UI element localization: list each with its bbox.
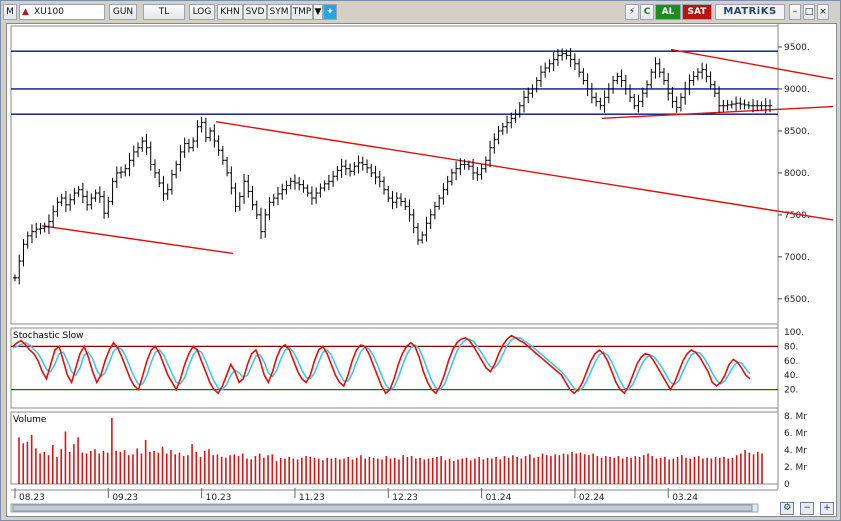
log-scale-button[interactable]: LOG	[189, 4, 215, 20]
stoch-tick-label: 40.	[784, 371, 798, 381]
stoch-tick-label: 60.	[784, 357, 798, 367]
price-tick-label: 9500.	[784, 43, 810, 53]
x-tick-label: 03.24	[672, 493, 698, 503]
stoch-tick-label: 80.	[784, 342, 798, 352]
stoch-panel-frame	[10, 327, 779, 409]
lightning-icon[interactable]: ⚡	[625, 4, 639, 20]
x-tick-label: 12.23	[392, 493, 418, 503]
trend-line	[41, 225, 234, 255]
x-tick-label: 11.23	[299, 493, 325, 503]
symbol-text: XU100	[34, 7, 64, 17]
x-tick-label: 02.24	[579, 493, 605, 503]
bottom-controls: ⚙ − +	[777, 502, 834, 515]
zoom-out-icon[interactable]: −	[800, 502, 815, 515]
chart-area[interactable]: 9500. 9000. 8500. 8000. 7500. 7000. 6500. 100. 8…	[6, 23, 837, 517]
x-tick-label: 09.23	[112, 493, 138, 503]
buy-button[interactable]: AL	[655, 4, 681, 20]
stoch-title: Stochastic Slow	[13, 331, 84, 341]
sell-button[interactable]: SAT	[682, 4, 712, 20]
price-tick-label: 9000.	[784, 85, 810, 95]
x-tick-label: 08.23	[19, 493, 45, 503]
volume-tick-label: 2. Mr	[784, 463, 807, 473]
period-day-button[interactable]: GUN	[109, 4, 137, 20]
volume-title: Volume	[13, 415, 47, 425]
volume-tick-label: 8. Mr	[784, 412, 807, 422]
trend-line	[670, 48, 834, 80]
c-button[interactable]: C	[640, 4, 654, 20]
khn-button[interactable]: KHN	[217, 4, 243, 20]
stoch-tick-label: 20.	[784, 386, 798, 396]
menu-button[interactable]: M	[3, 4, 17, 20]
stoch-k-line	[12, 334, 751, 395]
currency-tl-button[interactable]: TL	[143, 4, 185, 20]
volume-tick-label: 4. Mr	[784, 446, 807, 456]
maximize-icon[interactable]: □	[803, 4, 815, 20]
zoom-in-icon[interactable]: +	[820, 502, 834, 515]
chart-toolbar: M ▲ XU100 GUN TL LOG KHN SVD SYM TMP ▼ ✦…	[3, 4, 839, 22]
price-tick-label: 7500.	[784, 211, 810, 221]
price-tick-label: 6500.	[784, 295, 810, 305]
symbol-input[interactable]: ▲ XU100	[19, 4, 105, 20]
volume-tick-label: 0	[784, 480, 790, 490]
dropdown-arrow-icon[interactable]: ▼	[313, 4, 323, 20]
settings-icon[interactable]: ⚙	[780, 502, 795, 515]
minimize-icon[interactable]: –	[789, 4, 801, 20]
x-tick-label: 01.24	[486, 493, 512, 503]
x-tick-label: 10.23	[206, 493, 232, 503]
brand-logo: MATRiKS	[715, 4, 785, 20]
scrollbar-thumb	[12, 504, 753, 512]
price-tick-label: 7000.	[784, 253, 810, 263]
twitter-icon[interactable]: ✦	[323, 4, 337, 20]
svd-button[interactable]: SVD	[243, 4, 267, 20]
stoch-tick-label: 100.	[784, 328, 804, 338]
sym-button[interactable]: SYM	[267, 4, 291, 20]
price-panel-frame	[10, 25, 779, 325]
tmp-button[interactable]: TMP	[291, 4, 313, 20]
close-icon[interactable]: ×	[817, 4, 829, 20]
price-tick-label: 8000.	[784, 169, 810, 179]
price-tick-label: 8500.	[784, 127, 810, 137]
volume-tick-label: 6. Mr	[784, 429, 807, 439]
symbol-icon: ▲	[22, 7, 29, 17]
chart-svg: 9500. 9000. 8500. 8000. 7500. 7000. 6500. 100. 8…	[10, 24, 834, 513]
trend-line	[601, 105, 834, 120]
trend-line	[215, 121, 834, 221]
